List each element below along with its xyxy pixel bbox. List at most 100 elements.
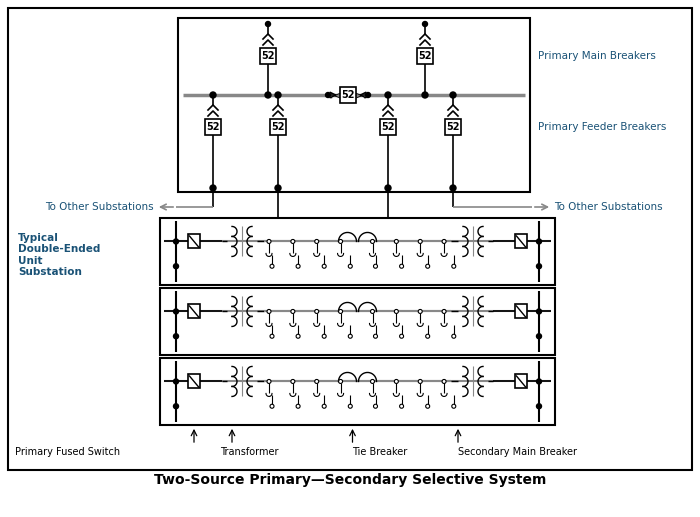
Circle shape [174,264,178,269]
Circle shape [422,92,428,98]
Circle shape [174,334,178,339]
Bar [515,234,527,249]
Circle shape [536,309,542,314]
Bar [270,119,286,135]
Circle shape [400,334,404,338]
Circle shape [536,404,542,409]
Circle shape [394,239,398,244]
Circle shape [385,185,391,191]
Circle shape [452,404,456,408]
Circle shape [322,404,326,408]
Text: Secondary Main Breaker: Secondary Main Breaker [458,447,577,457]
Circle shape [418,310,422,313]
Circle shape [270,334,274,338]
Circle shape [267,379,271,384]
Circle shape [536,334,542,339]
Circle shape [426,334,430,338]
Circle shape [365,93,370,98]
Text: 52: 52 [447,122,460,132]
Circle shape [536,239,542,244]
Circle shape [296,404,300,408]
Bar [445,119,461,135]
Text: Transformer: Transformer [220,447,279,457]
Circle shape [370,239,374,244]
Circle shape [174,239,178,244]
Text: 52: 52 [272,122,285,132]
Circle shape [210,185,216,191]
Bar [417,48,433,64]
Bar [260,48,276,64]
Circle shape [326,93,330,98]
Circle shape [426,264,430,268]
Bar [515,374,527,388]
Bar [188,234,200,249]
Circle shape [370,379,374,384]
Bar [188,305,200,318]
Circle shape [536,379,542,384]
Bar [380,119,396,135]
Circle shape [400,264,404,268]
Bar [160,288,555,355]
Circle shape [400,404,404,408]
Circle shape [426,404,430,408]
Circle shape [322,264,326,268]
Circle shape [385,92,391,98]
Text: Primary Main Breakers: Primary Main Breakers [538,51,656,61]
Circle shape [267,310,271,313]
Circle shape [270,404,274,408]
Circle shape [275,92,281,98]
Text: Primary Feeder Breakers: Primary Feeder Breakers [538,122,666,132]
Text: 52: 52 [342,90,355,100]
Circle shape [374,404,377,408]
Circle shape [265,92,271,98]
Circle shape [315,379,318,384]
Circle shape [452,334,456,338]
Circle shape [291,379,295,384]
Circle shape [339,310,342,313]
Text: Tie Breaker: Tie Breaker [353,447,407,457]
Bar [178,18,530,192]
Text: 52: 52 [261,51,274,61]
Text: >>: >> [355,90,371,100]
Circle shape [394,310,398,313]
Bar [340,87,356,103]
Circle shape [452,264,456,268]
Bar [8,8,692,470]
Circle shape [174,309,178,314]
Circle shape [418,239,422,244]
Circle shape [291,310,295,313]
Circle shape [374,334,377,338]
Bar [160,358,555,425]
Circle shape [210,92,216,98]
Circle shape [349,334,352,338]
Bar [205,119,221,135]
Circle shape [349,404,352,408]
Circle shape [450,92,456,98]
Text: Primary Fused Switch: Primary Fused Switch [15,447,120,457]
Circle shape [442,310,446,313]
Circle shape [339,379,342,384]
Text: 52: 52 [419,51,432,61]
Circle shape [296,334,300,338]
Text: To Other Substations: To Other Substations [554,202,663,212]
Text: To Other Substations: To Other Substations [46,202,154,212]
Circle shape [442,379,446,384]
Circle shape [339,239,342,244]
Circle shape [270,264,274,268]
Circle shape [374,264,377,268]
Circle shape [442,239,446,244]
Circle shape [315,239,318,244]
Text: 52: 52 [206,122,220,132]
Circle shape [265,22,270,26]
Text: 52: 52 [382,122,395,132]
Circle shape [315,310,318,313]
Circle shape [267,239,271,244]
Circle shape [423,22,428,26]
Circle shape [174,404,178,409]
Bar [188,374,200,388]
Circle shape [296,264,300,268]
Circle shape [450,185,456,191]
Text: Typical
Double-Ended
Unit
Substation: Typical Double-Ended Unit Substation [18,233,100,278]
Circle shape [394,379,398,384]
Bar [160,218,555,285]
